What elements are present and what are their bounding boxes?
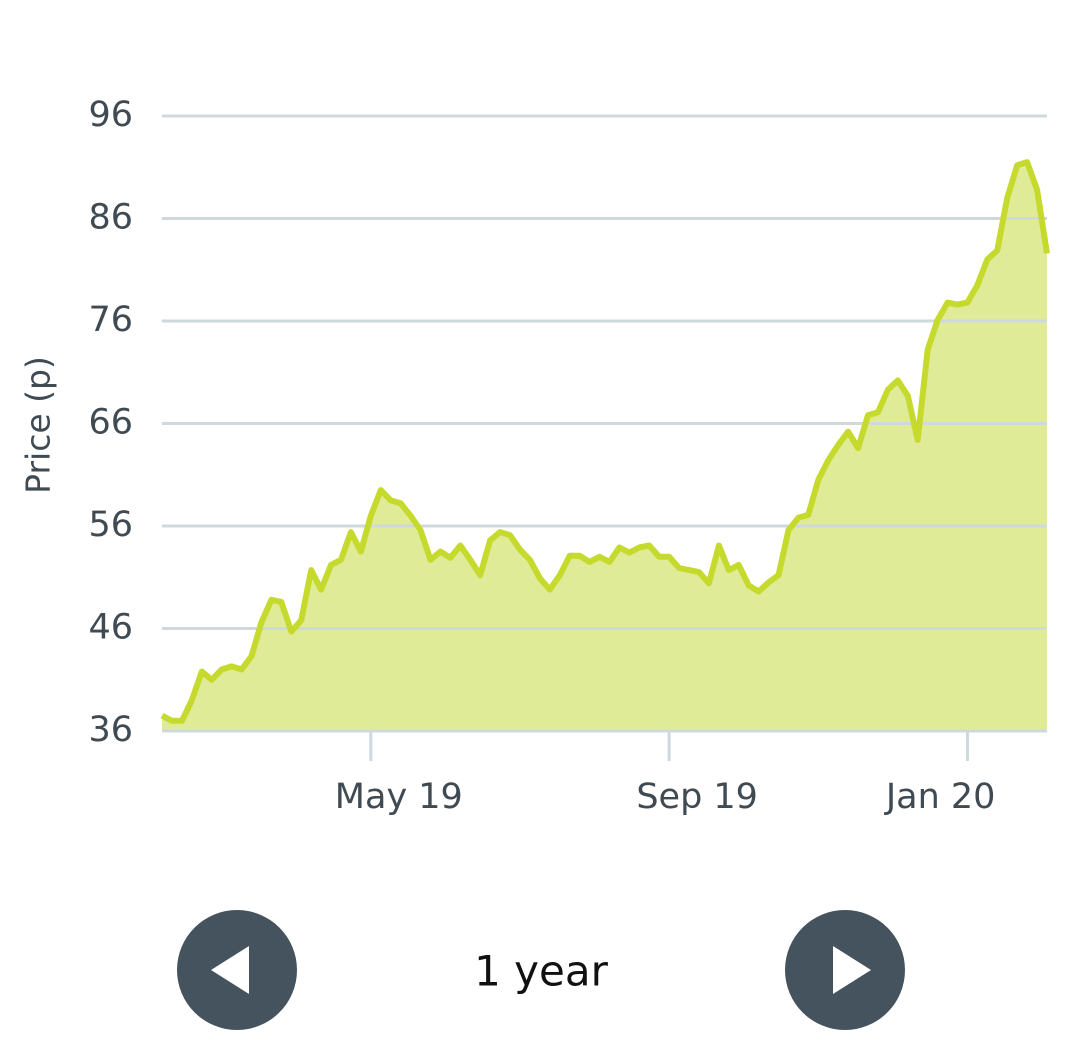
y-tick-label: 56 — [88, 505, 133, 545]
prev-button[interactable] — [177, 910, 297, 1030]
next-arrow — [833, 946, 871, 994]
period-label: 1 year — [474, 947, 609, 996]
y-tick-label: 76 — [88, 300, 133, 340]
y-tick-label: 46 — [88, 608, 133, 648]
x-tick-label: Jan 20 — [884, 777, 996, 817]
area-fill — [162, 162, 1047, 732]
plot: 36 46 56 66 76 86 96 May 19 Sep 19 Jan 20 — [88, 95, 1050, 817]
y-tick-label: 66 — [88, 403, 133, 443]
y-axis-label: Price (p) — [19, 356, 58, 494]
x-tick-label: May 19 — [335, 777, 463, 817]
y-tick-label: 86 — [88, 198, 133, 238]
x-tick-label: Sep 19 — [636, 777, 758, 817]
prev-arrow — [211, 946, 249, 994]
y-tick-label: 96 — [88, 95, 133, 135]
y-tick-label: 36 — [88, 710, 133, 750]
next-button[interactable] — [785, 910, 905, 1030]
price-line — [160, 159, 1050, 724]
